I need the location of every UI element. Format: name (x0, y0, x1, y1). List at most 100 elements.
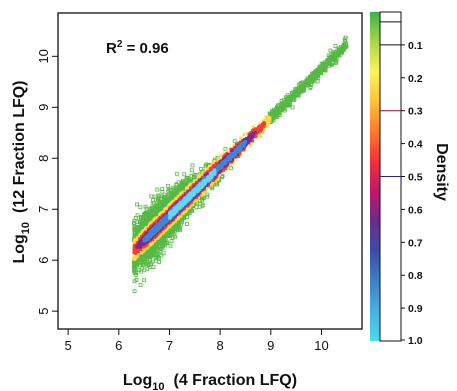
data-point (148, 207, 153, 212)
data-point (258, 124, 262, 128)
data-point (145, 267, 150, 272)
data-point (166, 230, 171, 234)
data-point (151, 235, 154, 239)
data-point (226, 153, 230, 156)
data-point (185, 204, 189, 208)
data-point (169, 239, 174, 244)
data-point (205, 192, 210, 197)
data-point (251, 135, 255, 139)
data-point (293, 92, 298, 96)
data-point (132, 267, 136, 272)
data-point (171, 229, 176, 233)
data-point (293, 86, 298, 91)
data-point (179, 192, 183, 196)
data-point (143, 204, 148, 209)
data-point (159, 253, 164, 258)
data-point (218, 169, 222, 173)
data-point (158, 225, 162, 229)
y-tick-label: 10 (36, 49, 51, 63)
data-point (159, 213, 163, 217)
data-point (136, 248, 140, 252)
data-point (159, 231, 163, 235)
data-point (237, 144, 241, 148)
data-point (138, 237, 142, 241)
data-point (162, 239, 167, 244)
data-point (264, 115, 268, 119)
data-point (132, 246, 136, 250)
data-point (197, 184, 201, 188)
data-point (148, 209, 153, 214)
data-point (214, 179, 217, 183)
data-point (185, 186, 189, 190)
r-squared-annotation: R2 = 0.96 (106, 39, 169, 57)
data-point (163, 203, 168, 207)
data-point (144, 230, 148, 234)
data-point (132, 263, 137, 268)
data-point (236, 155, 240, 158)
colorbar-tick-label: 0.4 (408, 139, 423, 151)
x-tick-label: 6 (115, 338, 122, 353)
data-point (142, 239, 146, 243)
data-point (185, 214, 189, 219)
data-point (189, 193, 193, 197)
data-point (138, 217, 143, 222)
data-point (171, 232, 176, 237)
data-point (136, 236, 140, 240)
data-point (248, 144, 252, 147)
x-tick-label: 8 (217, 338, 224, 353)
data-point (151, 230, 155, 234)
data-point (185, 207, 189, 211)
data-point (158, 243, 163, 248)
data-point (152, 228, 155, 232)
data-point (174, 192, 179, 197)
data-point (135, 202, 140, 207)
data-point (149, 230, 153, 234)
data-point (211, 168, 215, 172)
data-point (252, 125, 255, 129)
data-point (145, 237, 149, 241)
data-point (325, 58, 330, 63)
data-point (178, 205, 182, 209)
data-point (274, 110, 279, 114)
data-point (270, 109, 275, 114)
data-point (322, 65, 327, 70)
data-point (191, 189, 195, 193)
data-point (210, 181, 214, 185)
data-point (194, 204, 199, 209)
data-point (288, 95, 293, 100)
data-point (201, 179, 205, 183)
data-point (194, 198, 198, 202)
data-point (232, 139, 237, 144)
data-point (138, 251, 142, 255)
data-point (242, 133, 246, 137)
data-point (279, 107, 284, 111)
data-point (315, 79, 320, 84)
data-point (225, 162, 229, 166)
data-point (135, 244, 139, 248)
data-point (200, 175, 204, 179)
data-point (259, 126, 263, 130)
data-point (162, 243, 167, 248)
data-point (150, 201, 155, 206)
data-point (261, 130, 265, 134)
data-point (203, 164, 208, 169)
data-point (135, 252, 139, 256)
data-point (138, 205, 143, 210)
data-point (189, 192, 193, 196)
data-point (203, 181, 207, 185)
data-point (265, 124, 269, 128)
data-point (227, 156, 231, 160)
data-point (211, 165, 215, 169)
data-point (301, 88, 306, 93)
data-point (146, 253, 151, 257)
data-point (147, 214, 152, 219)
data-point (165, 214, 169, 218)
data-point (221, 160, 225, 164)
data-point (186, 211, 191, 216)
data-point (149, 242, 153, 245)
data-point (217, 164, 221, 168)
data-point (164, 220, 168, 224)
data-point (267, 120, 271, 123)
data-point (190, 168, 194, 173)
data-point (191, 193, 195, 197)
